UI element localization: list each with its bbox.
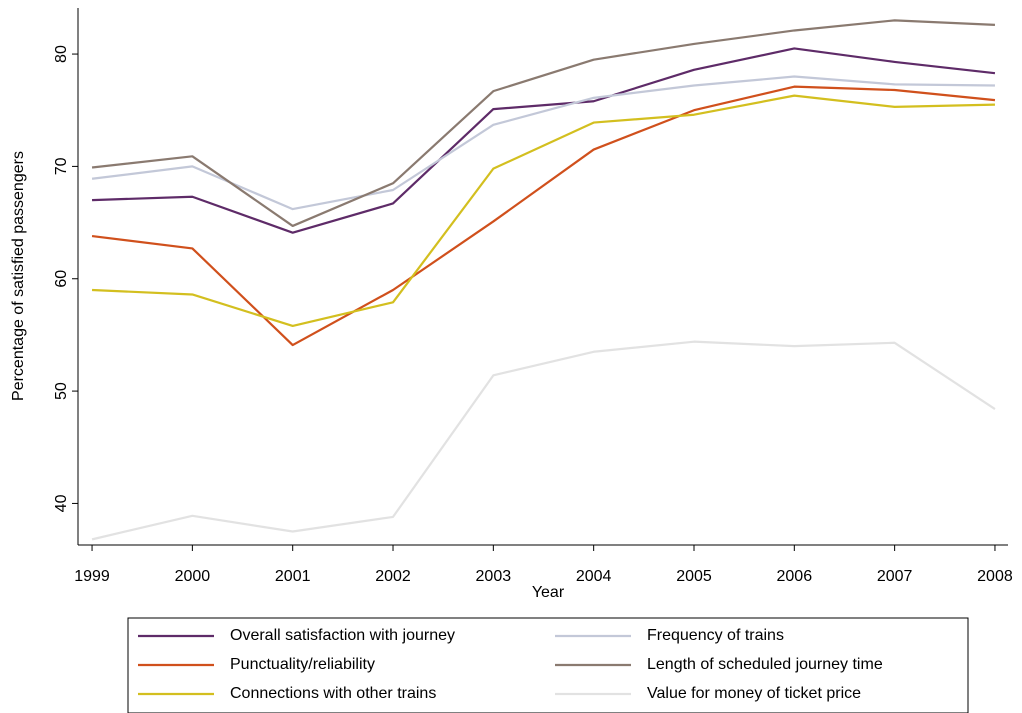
x-tick-label: 2007 xyxy=(877,568,913,585)
legend-label: Value for money of ticket price xyxy=(647,685,861,702)
series-line xyxy=(91,19,996,228)
y-tick-label: 40 xyxy=(53,494,70,512)
series-line xyxy=(91,340,996,541)
y-tick-label: 50 xyxy=(53,382,70,400)
x-tick-label: 2003 xyxy=(476,568,512,585)
legend-label: Punctuality/reliability xyxy=(230,656,375,673)
legend-label: Connections with other trains xyxy=(230,685,436,702)
y-tick-label: 80 xyxy=(53,45,70,63)
x-tick-label: 2000 xyxy=(175,568,211,585)
x-tick-label: 2004 xyxy=(576,568,612,585)
x-tick-label: 2006 xyxy=(777,568,813,585)
legend-label: Overall satisfaction with journey xyxy=(230,627,455,644)
series-line xyxy=(91,75,995,211)
series-line xyxy=(91,85,996,347)
legend-label: Frequency of trains xyxy=(647,627,784,644)
y-tick-label: 70 xyxy=(53,157,70,175)
legend-label: Length of scheduled journey time xyxy=(647,656,883,673)
y-tick-label: 60 xyxy=(53,270,70,288)
x-tick-label: 2001 xyxy=(275,568,311,585)
x-tick-label: 2008 xyxy=(977,568,1013,585)
series-line xyxy=(92,47,996,234)
legend-box xyxy=(127,617,969,713)
x-tick-label: 2002 xyxy=(375,568,411,585)
series-line xyxy=(91,94,995,328)
x-tick-label: 2005 xyxy=(676,568,712,585)
x-axis-label: Year xyxy=(532,584,565,601)
y-axis-label: Percentage of satisfied passengers xyxy=(10,151,27,401)
x-tick-label: 1999 xyxy=(74,568,110,585)
